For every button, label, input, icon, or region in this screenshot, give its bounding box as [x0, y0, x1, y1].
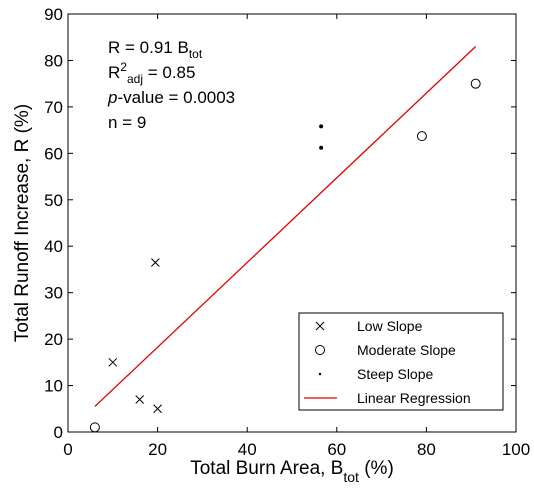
x-tick-label: 20 [148, 440, 167, 459]
y-tick-label: 80 [44, 51, 63, 70]
legend-marker-moderate-slope [315, 345, 325, 355]
legend-marker-low-slope [315, 321, 325, 331]
point-moderate-slope [416, 131, 427, 142]
y-tick-label: 30 [44, 284, 63, 303]
y-tick-label: 50 [44, 191, 63, 210]
legend-marker-steep-slope [318, 372, 322, 376]
y-tick-label: 20 [44, 330, 63, 349]
regression-line [94, 46, 477, 407]
annotation-r2: R2adj = 0.85 [108, 60, 195, 86]
axis-ticks: 0 20 40 60 80 100 0 10 20 30 40 50 60 70 80 90 [44, 5, 530, 459]
annotation-p-value: p-value = 0.0003 [107, 88, 235, 107]
point-steep-slope [319, 124, 324, 129]
x-tick-label: 0 [63, 440, 72, 459]
legend-label-steep-slope: Steep Slope [357, 366, 433, 382]
data-marks [89, 46, 481, 433]
x-tick-label: 60 [327, 440, 346, 459]
legend-label-moderate-slope: Moderate Slope [357, 342, 456, 358]
y-tick-label: 90 [44, 5, 63, 24]
x-axis-label: Total Burn Area, Btot (%) [190, 458, 394, 485]
legend: Low Slope Moderate Slope Steep Slope Lin… [298, 312, 504, 411]
point-low-slope [108, 357, 118, 367]
y-tick-label: 40 [44, 237, 63, 256]
y-tick-label: 70 [44, 98, 63, 117]
annotation-n: n = 9 [108, 113, 146, 132]
x-tick-label: 40 [238, 440, 257, 459]
point-moderate-slope [470, 78, 481, 89]
point-steep-slope [319, 145, 324, 150]
legend-label-linear-regression: Linear Regression [357, 390, 471, 406]
annotation-equation: R = 0.91 Btot [108, 38, 203, 61]
point-low-slope [151, 258, 160, 267]
legend-box [298, 312, 504, 411]
y-tick-label: 60 [44, 144, 63, 163]
y-axis-label: Total Runoff Increase, R (%) [12, 104, 33, 342]
y-tick-label: 10 [44, 377, 63, 396]
point-moderate-slope [89, 422, 100, 433]
x-tick-label: 100 [502, 440, 530, 459]
point-low-slope [153, 404, 162, 414]
x-tick-label: 80 [417, 440, 436, 459]
point-low-slope [135, 395, 145, 404]
legend-label-low-slope: Low Slope [357, 318, 423, 334]
y-tick-label: 0 [54, 423, 63, 442]
